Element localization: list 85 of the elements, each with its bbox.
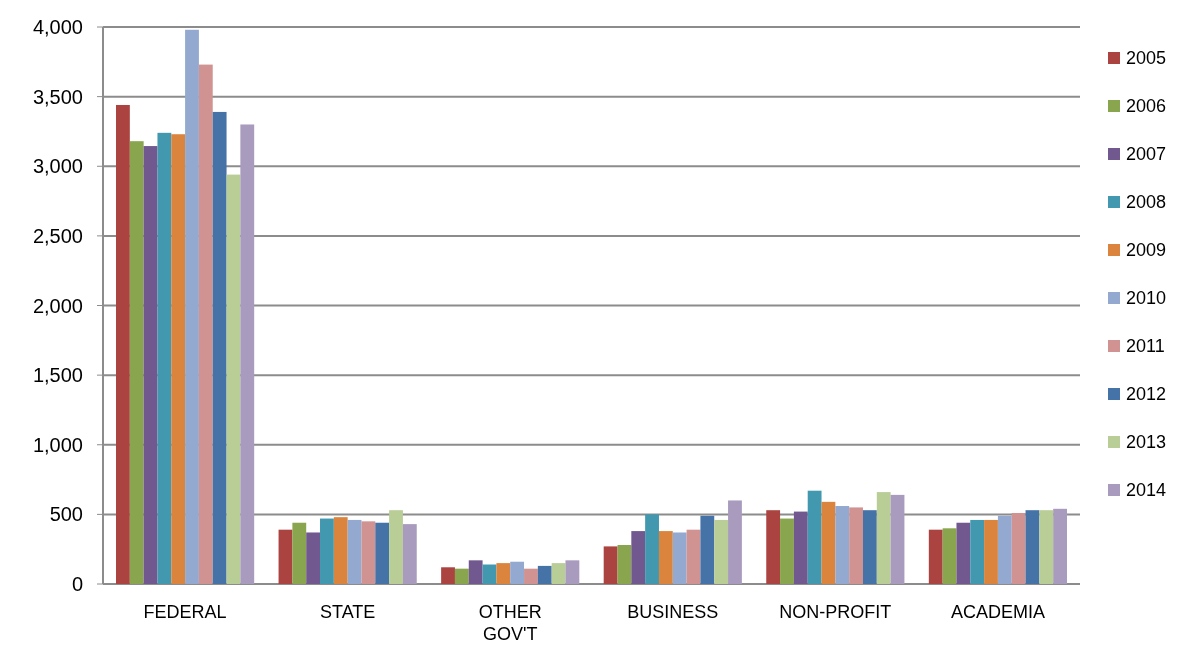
bar	[402, 524, 417, 584]
y-tick-label: 0	[71, 573, 83, 595]
bar	[984, 519, 998, 584]
legend-label: 2005	[1126, 48, 1167, 69]
bar	[565, 560, 580, 584]
bar	[496, 563, 511, 584]
bar	[631, 531, 646, 584]
bar	[129, 141, 144, 584]
y-tick-label: 500	[49, 503, 83, 526]
legend-label: 2007	[1126, 144, 1167, 165]
y-tick-label: 2,000	[32, 294, 83, 317]
bar	[942, 528, 957, 584]
bar	[482, 564, 497, 584]
bar	[1039, 510, 1054, 584]
bar	[807, 490, 822, 584]
bar	[468, 560, 483, 584]
bar	[766, 510, 781, 584]
bar	[361, 521, 376, 584]
bar	[292, 522, 307, 584]
bar	[389, 510, 403, 584]
bar	[835, 506, 850, 584]
legend-label: 2008	[1126, 192, 1167, 213]
legend-label: 2012	[1126, 384, 1167, 405]
bar	[658, 531, 673, 584]
x-tick-label: NON-PROFIT	[779, 602, 892, 622]
bar	[617, 545, 632, 584]
bar	[333, 517, 348, 584]
y-tick-label: 1,500	[32, 364, 83, 387]
bar	[198, 64, 213, 584]
bar	[551, 563, 566, 584]
legend-label: 2011	[1126, 336, 1165, 357]
bar	[970, 519, 985, 584]
x-tick-label: BUSINESS	[627, 602, 719, 622]
bar	[997, 515, 1012, 584]
bar	[240, 124, 255, 584]
bar	[454, 568, 469, 584]
y-tick-label: 3,000	[32, 155, 83, 178]
bar	[700, 515, 715, 584]
y-tick-label: 1,000	[32, 433, 83, 456]
bar	[686, 529, 701, 584]
bar	[603, 546, 618, 584]
bar	[441, 567, 455, 584]
y-tick-label: 2,500	[32, 224, 83, 247]
bar	[821, 501, 836, 584]
bar	[928, 529, 943, 584]
bar	[1011, 512, 1026, 584]
bar	[862, 510, 877, 584]
bar	[956, 522, 971, 584]
legend-label: 2009	[1126, 240, 1167, 261]
bar	[780, 518, 794, 584]
bar	[143, 146, 158, 584]
y-tick-label: 4,000	[32, 16, 83, 38]
bar	[793, 511, 808, 584]
bar	[226, 174, 241, 584]
legend-label: 2014	[1126, 480, 1167, 501]
bar	[537, 565, 552, 584]
bar	[320, 518, 334, 584]
x-tick-label: OTHER GOV'T	[478, 602, 542, 644]
bar	[116, 104, 130, 584]
bar	[306, 532, 321, 584]
legend-label: 2013	[1126, 432, 1167, 453]
bar	[171, 134, 186, 584]
legend-label: 2006	[1126, 96, 1167, 117]
bar	[375, 522, 390, 584]
bar	[347, 519, 362, 584]
y-tick-label: 3,500	[32, 85, 83, 108]
bar	[1053, 508, 1067, 584]
bar	[672, 532, 687, 584]
bar	[645, 514, 659, 584]
bar	[278, 529, 293, 584]
bar	[890, 494, 905, 584]
legend-label: 2010	[1126, 288, 1167, 309]
bar	[728, 500, 742, 584]
bar	[876, 492, 891, 584]
bar	[524, 568, 538, 584]
x-tick-label: ACADEMIA	[950, 602, 1045, 622]
bar	[212, 111, 227, 584]
x-tick-label: FEDERAL	[143, 602, 227, 622]
bar	[849, 507, 863, 584]
bar	[1025, 510, 1040, 584]
bar	[185, 29, 199, 584]
x-tick-label: STATE	[319, 602, 376, 622]
bar	[714, 519, 729, 584]
bar	[157, 132, 172, 584]
bar	[510, 561, 525, 584]
